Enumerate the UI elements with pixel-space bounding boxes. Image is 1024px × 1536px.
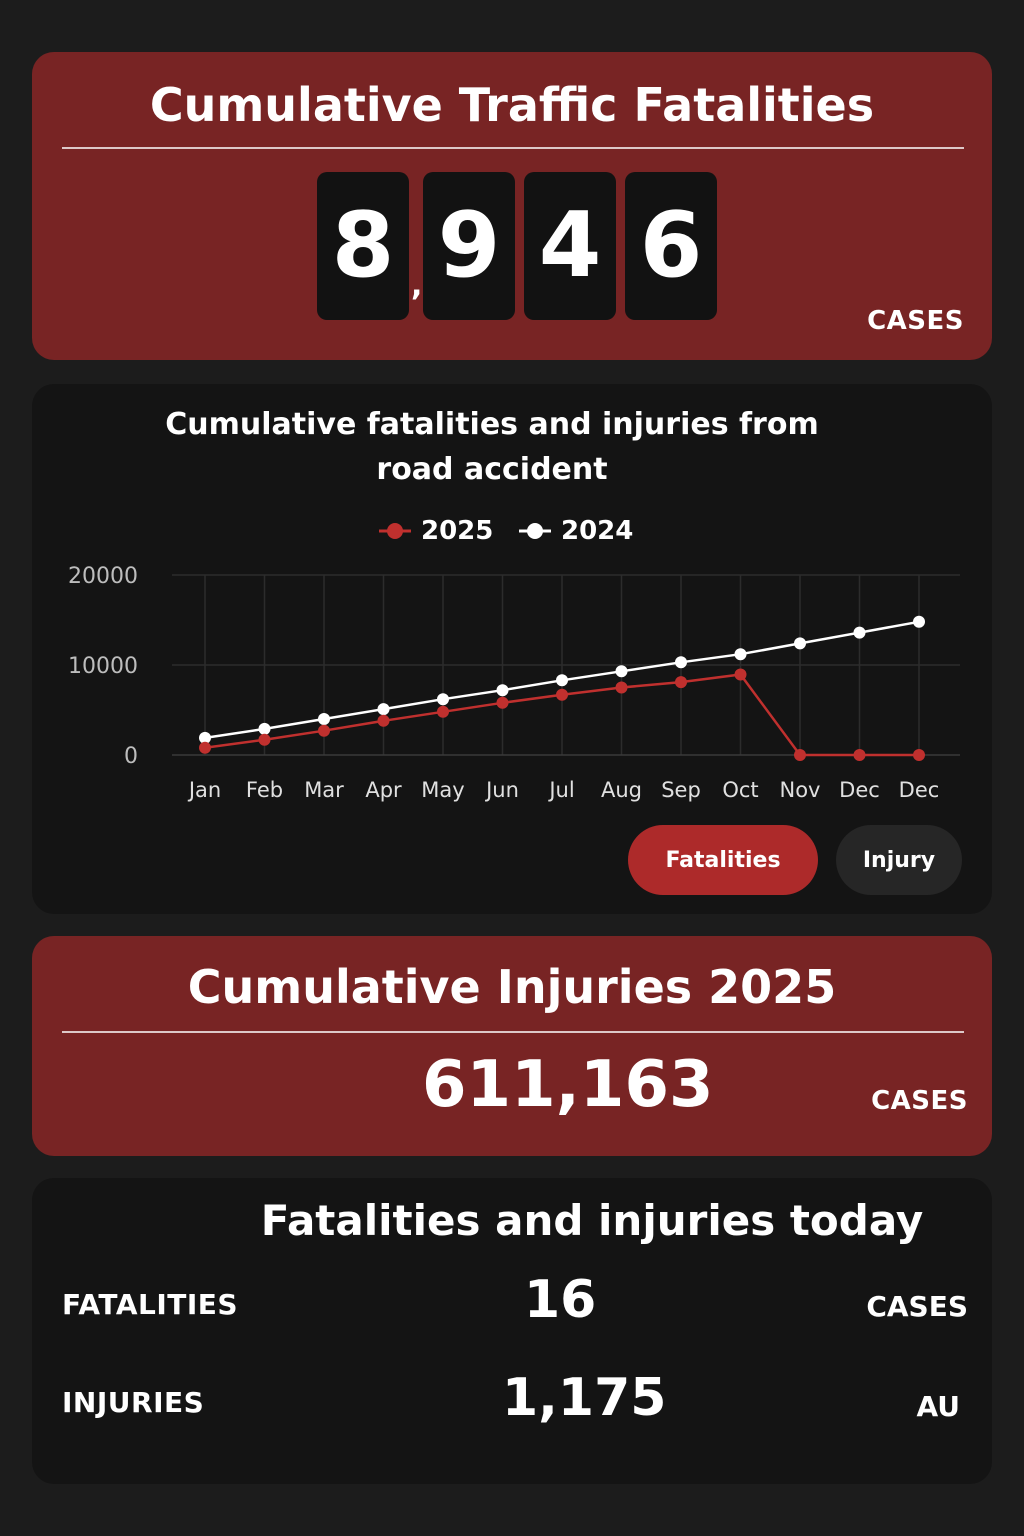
x-tick-label: May bbox=[421, 778, 464, 802]
today-fatalities-label: FATALITIES bbox=[62, 1288, 239, 1321]
y-tick-label: 10000 bbox=[68, 654, 138, 679]
x-tick-label: Jan bbox=[187, 778, 221, 802]
data-point-2024 bbox=[675, 656, 687, 669]
injury-tab-button[interactable]: Injury bbox=[836, 825, 962, 895]
x-tick-label: Jun bbox=[484, 778, 519, 802]
x-tick-label: Mar bbox=[304, 778, 344, 802]
fatalities-tab-button[interactable]: Fatalities bbox=[628, 825, 818, 895]
legend-marker-icon bbox=[519, 523, 551, 539]
x-tick-label: Feb bbox=[246, 778, 283, 802]
injuries-card-title: Cumulative Injuries 2025 bbox=[187, 960, 837, 1014]
data-point-2025 bbox=[615, 681, 628, 694]
today-injuries-value: 1,175 bbox=[502, 1368, 667, 1428]
legend-item-2024[interactable]: 2024 bbox=[517, 514, 633, 548]
data-point-2024 bbox=[437, 693, 449, 706]
data-point-2025 bbox=[794, 749, 806, 761]
injuries-total: 611,163 bbox=[422, 1048, 714, 1122]
fatalities-unit: CASES bbox=[867, 306, 964, 336]
counter-digit: 9 bbox=[423, 172, 515, 320]
y-tick-label: 20000 bbox=[68, 564, 138, 589]
data-point-2025 bbox=[675, 676, 687, 689]
fatalities-counter: 8 , 9 4 6 bbox=[317, 172, 737, 320]
today-injuries-label: INJURIES bbox=[62, 1386, 205, 1419]
today-fatalities-value: 16 bbox=[524, 1270, 597, 1330]
data-point-2024 bbox=[496, 684, 509, 697]
divider bbox=[62, 147, 964, 149]
data-point-2024 bbox=[318, 713, 330, 725]
x-tick-label: Apr bbox=[365, 778, 402, 802]
data-point-2024 bbox=[734, 648, 747, 661]
chart-title: Cumulative fatalities and injuries from … bbox=[165, 407, 819, 487]
injuries-card: Cumulative Injuries 2025 611,163 CASES bbox=[32, 936, 992, 1156]
data-point-2024 bbox=[377, 703, 390, 716]
fatalities-card-title: Cumulative Traffic Fatalities bbox=[149, 78, 875, 132]
counter-digit: 8 bbox=[317, 172, 409, 320]
data-point-2024 bbox=[615, 665, 628, 678]
legend-item-2025[interactable]: 2025 bbox=[377, 514, 493, 548]
data-point-2025 bbox=[437, 705, 449, 718]
x-tick-label: Jul bbox=[547, 778, 574, 802]
counter-digit: 4 bbox=[524, 172, 616, 320]
today-injuries-unit: AU bbox=[916, 1390, 960, 1423]
fatalities-card: Cumulative Traffic Fatalities 8 , 9 4 6 … bbox=[32, 52, 992, 360]
data-point-2025 bbox=[318, 724, 330, 737]
data-point-2025 bbox=[377, 714, 390, 727]
data-point-2024 bbox=[794, 637, 806, 650]
data-point-2025 bbox=[913, 749, 925, 761]
data-point-2025 bbox=[496, 696, 509, 709]
today-card-title: Fatalities and injuries today bbox=[260, 1196, 924, 1245]
x-tick-label: Dec bbox=[839, 778, 880, 802]
divider bbox=[62, 1031, 964, 1033]
counter-separator: , bbox=[411, 268, 423, 303]
x-tick-label: Nov bbox=[780, 778, 821, 802]
x-tick-label: Aug bbox=[601, 778, 642, 802]
injuries-unit: CASES bbox=[871, 1086, 968, 1116]
line-chart: 0 10000 20000 Jan Feb Mar Apr May Jun Jul Aug Sep Oc… bbox=[68, 564, 960, 802]
chart-card: Cumulative fatalities and injuries from … bbox=[32, 384, 992, 914]
data-point-2025 bbox=[258, 733, 271, 746]
data-point-2025 bbox=[734, 668, 747, 681]
legend-marker-icon bbox=[379, 523, 411, 539]
data-point-2024 bbox=[556, 674, 568, 687]
legend-label: 2025 bbox=[421, 516, 494, 546]
data-point-2025 bbox=[199, 741, 211, 754]
today-card: Fatalities and injuries today FATALITIES… bbox=[32, 1178, 992, 1484]
counter-digit: 6 bbox=[625, 172, 717, 320]
data-point-2024 bbox=[913, 615, 925, 628]
x-tick-label: Sep bbox=[661, 778, 701, 802]
x-tick-label: Dec bbox=[899, 778, 940, 802]
data-point-2024 bbox=[199, 731, 211, 744]
today-fatalities-unit: CASES bbox=[866, 1290, 968, 1323]
x-tick-label: Oct bbox=[722, 778, 758, 802]
legend-label: 2024 bbox=[561, 516, 634, 546]
data-point-2024 bbox=[853, 626, 866, 639]
data-point-2025 bbox=[853, 749, 866, 761]
y-tick-label: 0 bbox=[124, 744, 138, 769]
data-point-2025 bbox=[556, 688, 568, 701]
data-point-2024 bbox=[258, 722, 271, 735]
